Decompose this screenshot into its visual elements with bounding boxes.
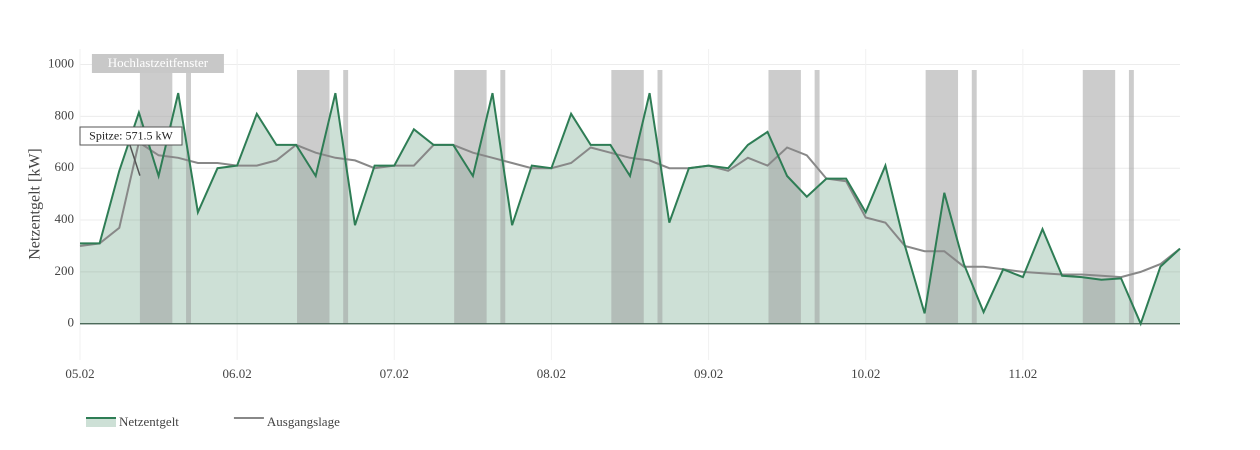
window: [1082, 70, 1116, 324]
annotation-arrow: [129, 144, 141, 176]
y-tick-label: 1000: [48, 56, 74, 71]
window: [925, 70, 959, 324]
annotation-text: Spitze: 571.5 kW: [89, 128, 173, 142]
window: [1128, 70, 1134, 324]
x-tick-label: 09.02: [694, 366, 723, 381]
window: [768, 70, 801, 324]
y-tick-label: 400: [55, 211, 75, 226]
x-tick-label: 07.02: [380, 366, 409, 381]
line: [79, 140, 1181, 279]
window: [297, 70, 330, 324]
window: [611, 70, 644, 324]
window: [454, 70, 487, 324]
x-tick-label: 08.02: [537, 366, 566, 381]
legend-swatch: [86, 418, 116, 427]
window: [343, 70, 349, 324]
legend-label: Netzentgelt: [119, 414, 179, 429]
y-tick-label: 200: [55, 263, 75, 278]
y-tick-label: 0: [68, 315, 75, 330]
window-label-box: [91, 54, 224, 73]
y-axis-title: Netzentgelt [kW]: [27, 148, 44, 260]
window: [814, 70, 820, 324]
x-tick-label: 05.02: [65, 366, 94, 381]
legend-item: Ausgangslage: [233, 414, 340, 429]
line: [80, 92, 1181, 327]
annotation-box: [79, 126, 183, 146]
x-tick-label: 11.02: [1008, 366, 1037, 381]
window: [971, 70, 977, 324]
window: [186, 70, 191, 324]
legend-item: Netzentgelt: [86, 414, 179, 429]
legend-label: Ausgangslage: [267, 414, 340, 429]
window: [139, 70, 173, 324]
window: [657, 70, 663, 324]
y-tick-label: 800: [55, 107, 75, 122]
x-tick-label: 06.02: [223, 366, 252, 381]
x-tick-label: 10.02: [851, 366, 880, 381]
window: [500, 70, 506, 324]
y-tick-label: 600: [55, 159, 75, 174]
window-label: Hochlastzeitfenster: [108, 55, 209, 70]
